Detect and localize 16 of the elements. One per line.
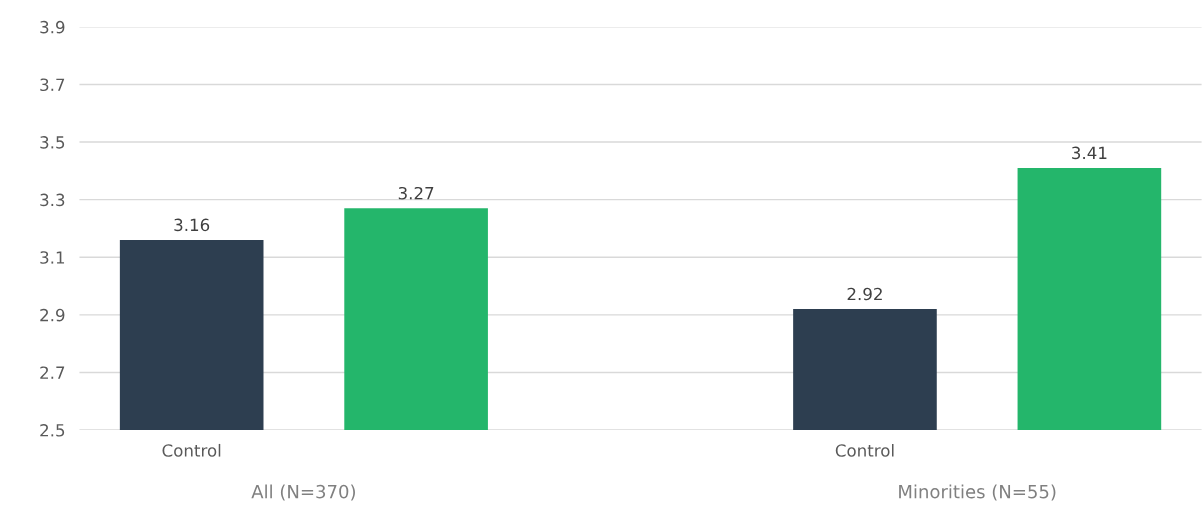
data-label: 3.27 — [398, 186, 434, 200]
y-tick-label: 3.7 — [40, 78, 65, 92]
data-label: 2.92 — [847, 287, 882, 301]
y-tick-label: 3.1 — [40, 251, 65, 264]
text: All (N=370) — [251, 484, 355, 501]
y-tick-label: 3.9 — [40, 20, 65, 34]
y-tick-label: 2.9 — [40, 308, 65, 322]
x-tick-label: Control — [835, 443, 894, 457]
x-tick-label: Control — [162, 443, 221, 457]
data-label: 3.16 — [174, 218, 210, 232]
y-tick-label: 2.5 — [40, 423, 65, 437]
y-tick-label: 3.5 — [40, 136, 65, 149]
data-label: 3.41 — [1072, 146, 1107, 160]
y-tick-label: 2.7 — [40, 366, 65, 379]
y-tick-label: 3.3 — [40, 193, 65, 207]
text: Minorities (N=55) — [899, 484, 1056, 501]
